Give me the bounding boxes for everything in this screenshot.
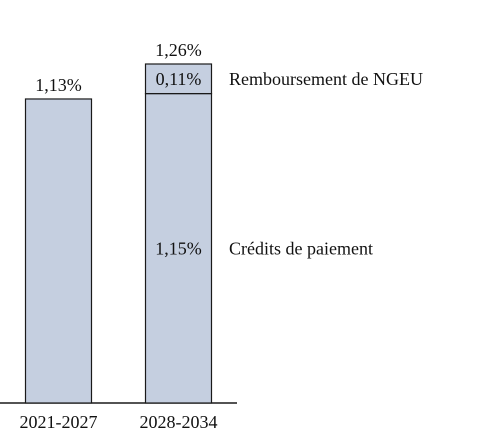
bar-segment-credits-de-paiement-2021-2027	[24, 98, 93, 404]
x-tick-label-2028-2034: 2028-2034	[140, 412, 218, 432]
total-label-2021-2027: 1,13%	[35, 75, 82, 95]
bar-segment-remboursement-de-ngeu-2028-2034	[144, 63, 213, 95]
legend-label-remboursement-de-ngeu: Remboursement de NGEU	[229, 69, 423, 89]
data-label-remboursement-de-ngeu-2028-2034: 0,11%	[156, 69, 202, 89]
bar-segment-credits-de-paiement-2028-2034	[144, 92, 213, 404]
labels-group: 1,13% 2021-2027 1,15% Crédits de paiement 0,…	[20, 40, 423, 432]
x-tick-label-2021-2027: 2021-2027	[20, 412, 98, 432]
legend-label-credits-de-paiement: Crédits de paiement	[229, 238, 373, 258]
bars-group	[24, 63, 213, 404]
total-label-2028-2034: 1,26%	[155, 40, 202, 60]
data-label-credits-de-paiement-2028-2034: 1,15%	[155, 238, 202, 258]
